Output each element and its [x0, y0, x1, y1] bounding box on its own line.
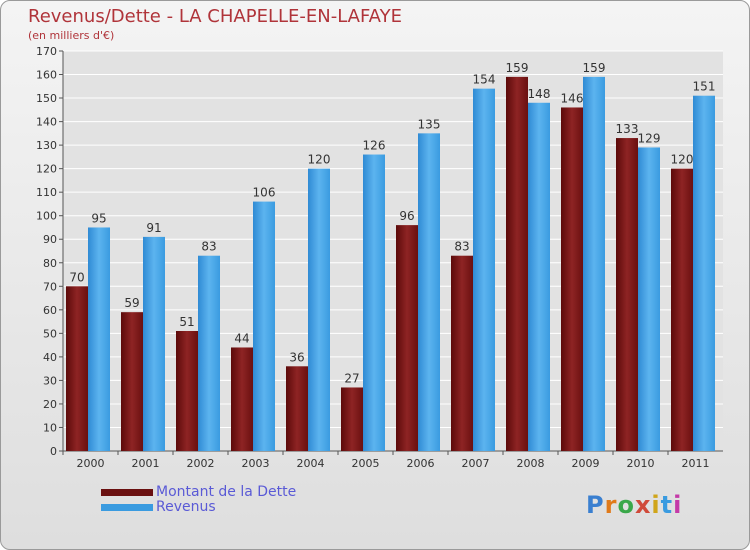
logo-letter: i — [673, 491, 683, 519]
bar-revenue — [363, 154, 385, 451]
legend-swatch-debt — [101, 489, 153, 496]
logo-letter: i — [651, 491, 661, 519]
bar-revenue — [143, 236, 165, 451]
bar-debt — [231, 347, 253, 451]
x-tick-label: 2004 — [297, 457, 325, 470]
y-tick-label: 130 — [36, 139, 57, 152]
data-label: 126 — [363, 139, 386, 153]
bar-debt — [616, 138, 638, 451]
data-label: 59 — [124, 296, 139, 310]
x-tick-label: 2007 — [462, 457, 490, 470]
x-tick-label: 2002 — [187, 457, 215, 470]
data-label: 133 — [616, 122, 639, 136]
bar-debt — [66, 286, 88, 451]
logo-letter: o — [617, 491, 635, 519]
data-label: 159 — [583, 61, 606, 75]
bar-revenue — [638, 147, 660, 451]
y-tick-label: 10 — [43, 421, 57, 434]
y-tick-label: 20 — [43, 398, 57, 411]
y-tick-label: 90 — [43, 233, 57, 246]
data-label: 27 — [344, 371, 359, 385]
data-label: 146 — [561, 91, 584, 105]
bar-revenue — [418, 133, 440, 451]
data-label: 51 — [179, 315, 194, 329]
y-tick-label: 0 — [50, 445, 57, 458]
data-label: 154 — [473, 73, 496, 87]
x-tick-label: 2010 — [627, 457, 655, 470]
y-tick-label: 170 — [36, 45, 57, 58]
x-tick-label: 2001 — [132, 457, 160, 470]
y-tick-label: 60 — [43, 304, 57, 317]
y-tick-label: 110 — [36, 186, 57, 199]
legend-label-debt: Montant de la Dette — [156, 484, 297, 500]
y-tick-label: 160 — [36, 69, 57, 82]
bar-revenue — [528, 102, 550, 451]
y-tick-label: 50 — [43, 327, 57, 340]
bar-debt — [121, 312, 143, 451]
logo-letter: P — [586, 491, 605, 519]
bar-debt — [671, 168, 693, 451]
bar-revenue — [473, 88, 495, 451]
data-label: 129 — [638, 131, 661, 145]
y-tick-label: 120 — [36, 163, 57, 176]
data-label: 120 — [308, 153, 331, 167]
data-label: 159 — [506, 61, 529, 75]
data-label: 106 — [253, 186, 276, 200]
chart-title: Revenus/Dette - LA CHAPELLE-EN-LAFAYE — [28, 6, 402, 27]
bar-revenue — [693, 95, 715, 452]
proxiti-logo: Proxiti — [586, 491, 682, 519]
data-label: 120 — [671, 153, 694, 167]
data-label: 83 — [201, 240, 216, 254]
data-label: 91 — [146, 221, 161, 235]
logo-letter: t — [660, 491, 674, 519]
bar-debt — [176, 331, 198, 451]
bar-debt — [506, 76, 528, 451]
logo-letter: x — [634, 491, 652, 519]
data-label: 95 — [91, 211, 106, 225]
data-label: 44 — [234, 331, 249, 345]
data-label: 148 — [528, 87, 551, 101]
x-tick-label: 2006 — [407, 457, 435, 470]
y-tick-label: 150 — [36, 92, 57, 105]
data-label: 135 — [418, 117, 441, 131]
y-tick-label: 100 — [36, 210, 57, 223]
logo-letter: r — [604, 491, 618, 519]
bar-debt — [561, 107, 583, 452]
x-tick-label: 2003 — [242, 457, 270, 470]
y-tick-label: 140 — [36, 116, 57, 129]
y-tick-label: 80 — [43, 257, 57, 270]
x-tick-label: 2009 — [572, 457, 600, 470]
x-tick-label: 2011 — [682, 457, 710, 470]
bar-debt — [451, 255, 473, 451]
data-label: 96 — [399, 209, 414, 223]
bar-debt — [396, 225, 418, 451]
y-tick-label: 40 — [43, 351, 57, 364]
bar-revenue — [308, 168, 330, 451]
x-tick-label: 2005 — [352, 457, 380, 470]
data-label: 70 — [69, 270, 84, 284]
bar-revenue — [253, 201, 275, 451]
bar-revenue — [198, 255, 220, 451]
bar-revenue — [88, 227, 110, 451]
data-label: 151 — [693, 80, 716, 94]
y-tick-label: 70 — [43, 280, 57, 293]
x-tick-label: 2008 — [517, 457, 545, 470]
data-label: 36 — [289, 350, 304, 364]
legend-swatch-revenue — [101, 504, 153, 511]
legend-label-revenue: Revenus — [156, 499, 216, 515]
bar-revenue — [583, 76, 605, 451]
chart-subtitle: (en milliers d'€) — [28, 29, 115, 42]
x-tick-label: 2000 — [77, 457, 105, 470]
data-label: 83 — [454, 240, 469, 254]
plot-area — [63, 51, 723, 451]
y-tick-label: 30 — [43, 374, 57, 387]
bar-debt — [341, 387, 363, 451]
bar-debt — [286, 366, 308, 451]
